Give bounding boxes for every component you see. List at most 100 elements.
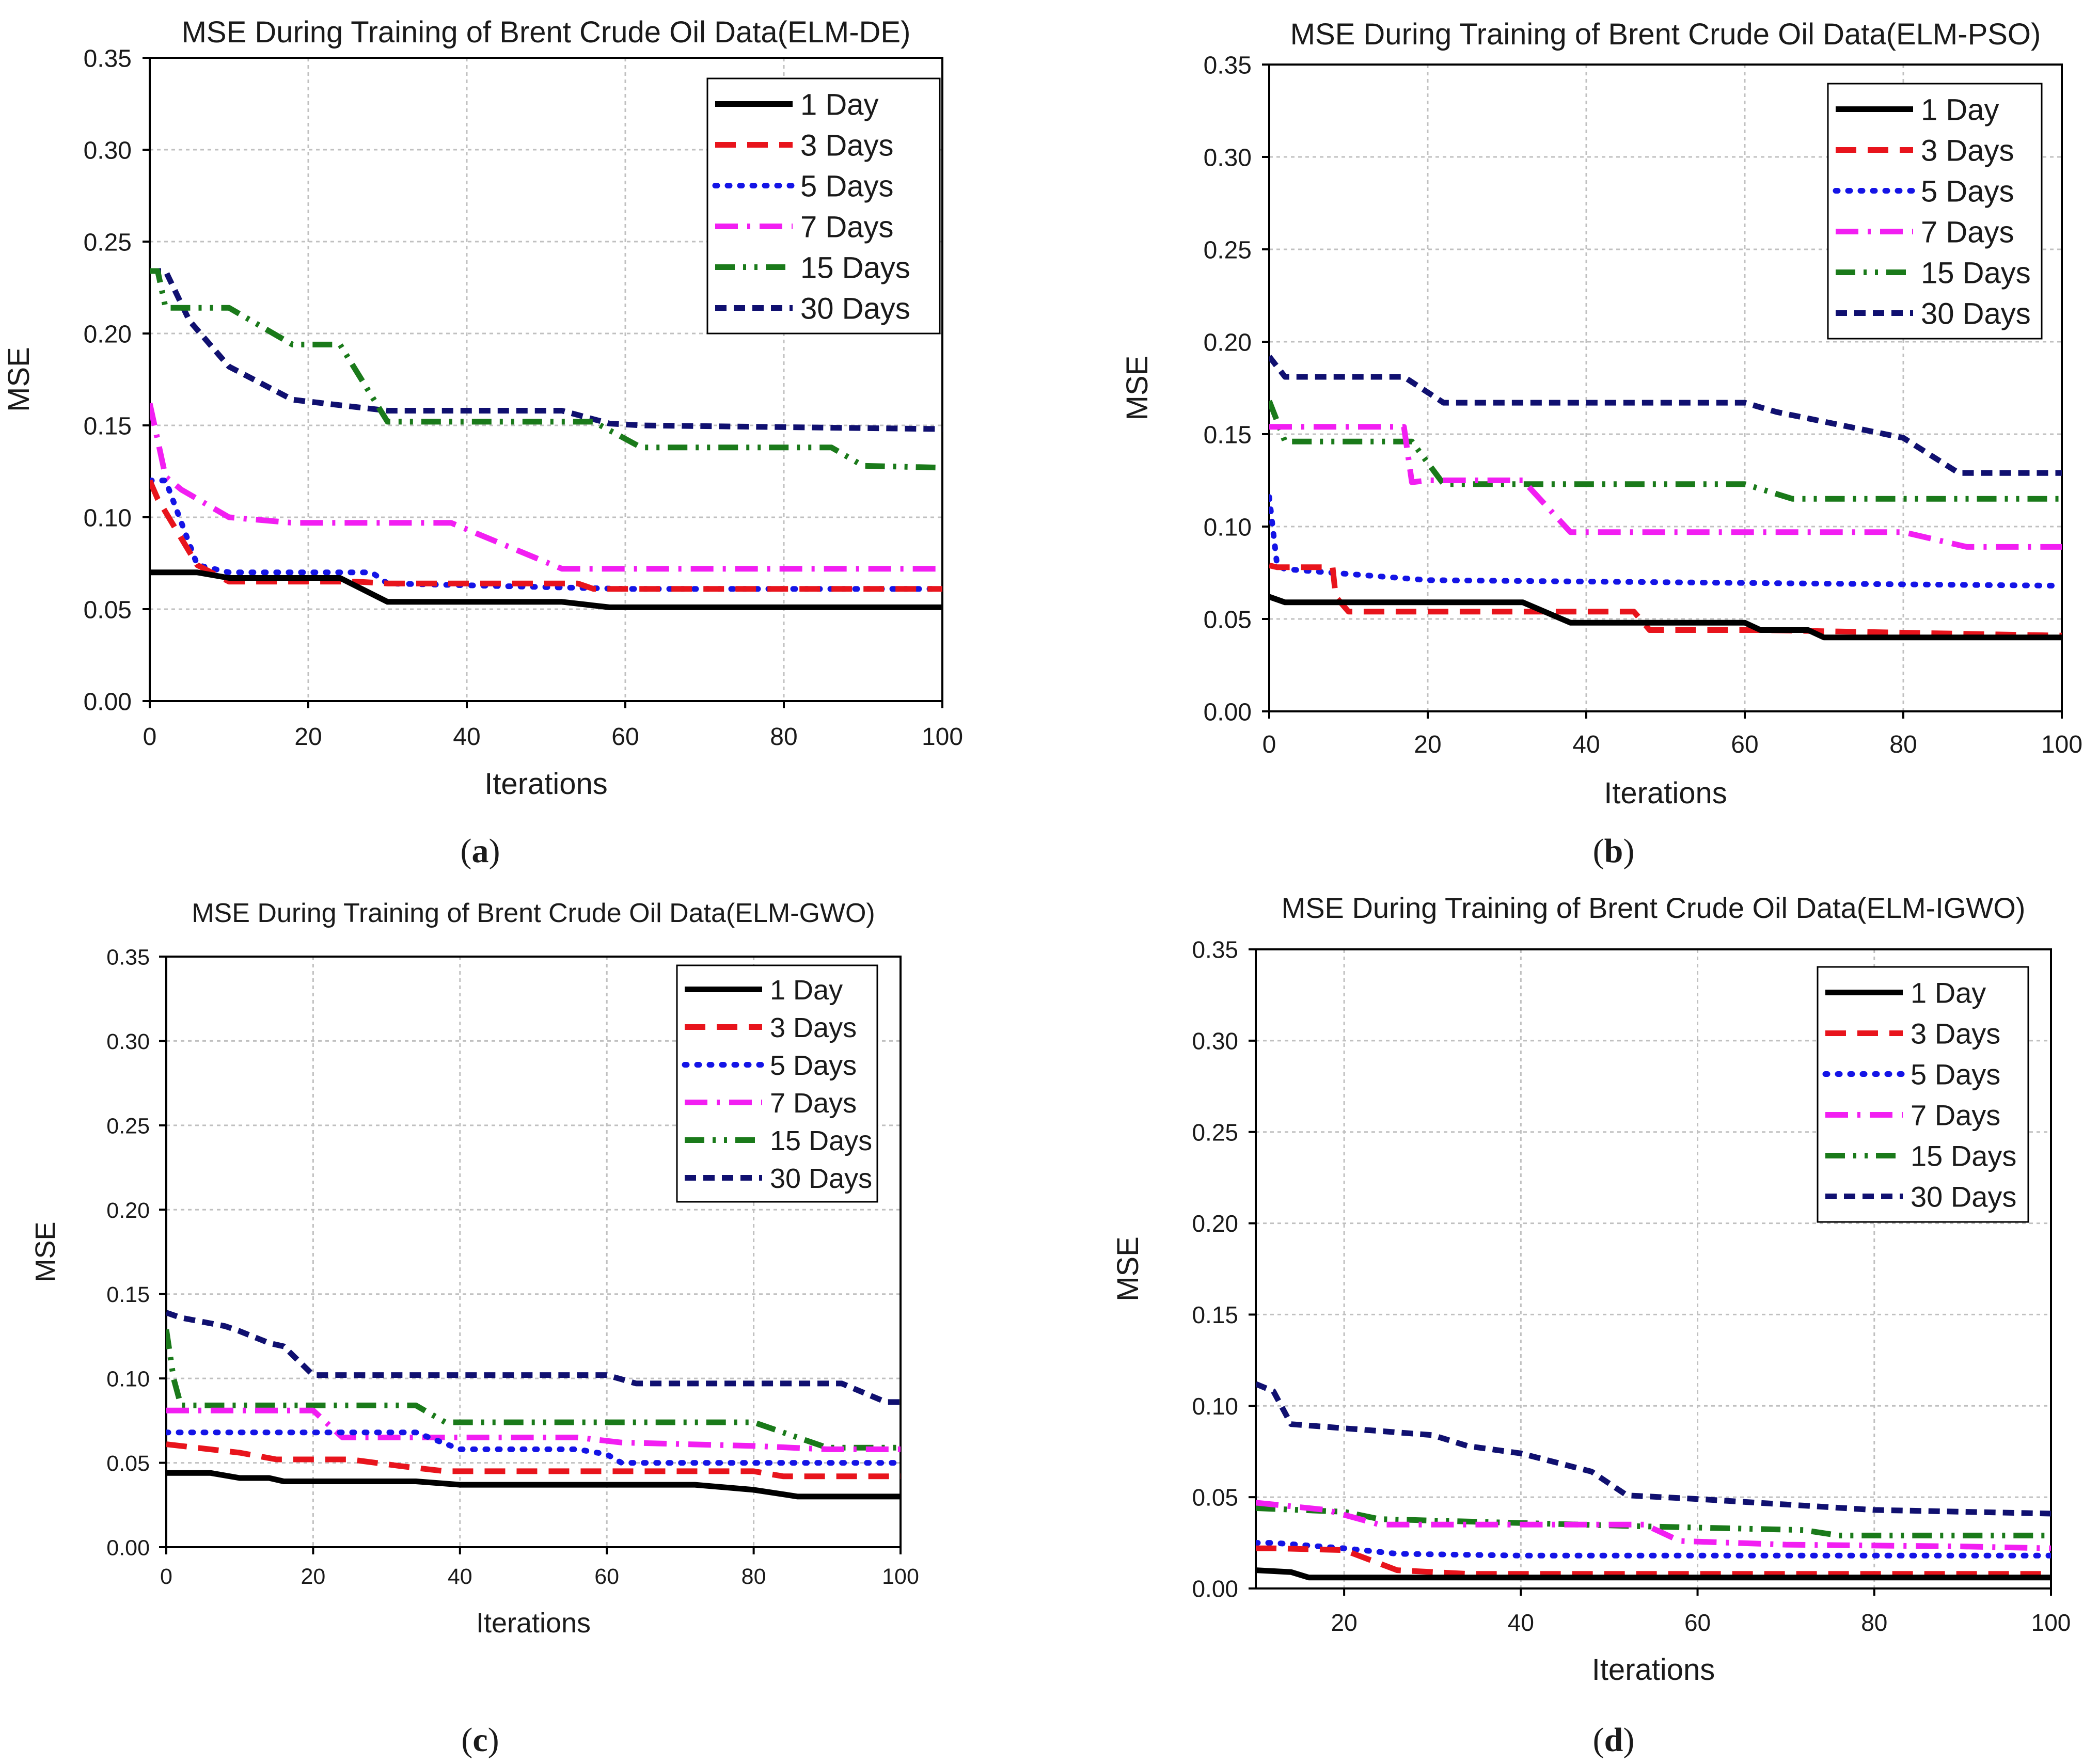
x-tick-label: 40: [1508, 1609, 1534, 1636]
x-tick-label: 80: [741, 1564, 766, 1589]
series-line-5-days: [150, 478, 942, 592]
y-tick-label: 0.05: [106, 1451, 150, 1476]
x-tick-label: 60: [1684, 1609, 1711, 1636]
legend-label: 30 Days: [1921, 297, 2031, 330]
y-tick-label: 0.30: [106, 1029, 150, 1054]
series-line-3-days: [166, 1441, 901, 1480]
x-tick-label: 40: [448, 1564, 472, 1589]
series-line-3-days: [1256, 1545, 2051, 1577]
panel-caption: (b): [1593, 832, 1635, 870]
series-line-7-days: [1256, 1500, 2051, 1551]
series-line-3-days: [150, 479, 942, 592]
x-axis-label: Iterations: [1592, 1653, 1715, 1687]
legend: 1 Day 3 Days 5 Days 7 Days 15 Days 30 Days: [1817, 966, 2029, 1223]
y-axis-label: MSE: [1120, 356, 1154, 421]
legend-label: 30 Days: [1911, 1181, 2016, 1213]
chart-panel-c: 0.00 0.05 0.10 0.15 0.20 0.25 0.30 0.35 0 20 40 60 8…: [30, 898, 919, 1759]
y-tick-label: 0.15: [1204, 421, 1252, 449]
x-tick-label: 0: [1262, 731, 1276, 758]
y-tick-label: 0.05: [84, 596, 132, 624]
y-tick-label: 0.35: [84, 45, 132, 72]
series-line-15-days: [1269, 400, 2062, 502]
legend-label: 5 Days: [1911, 1058, 2000, 1091]
x-tick-label: 100: [922, 723, 963, 751]
legend-label: 15 Days: [1921, 256, 2031, 290]
legend-label: 1 Day: [770, 975, 843, 1006]
y-tick-label: 0.00: [1204, 698, 1252, 726]
x-tick-label: 40: [1572, 731, 1600, 758]
legend-label: 3 Days: [1921, 134, 2014, 167]
y-tick-label: 0.00: [84, 688, 132, 716]
y-tick-label: 0.10: [1192, 1393, 1238, 1420]
legend: 1 Day 3 Days 5 Days 7 Days 15 Days 30 Days: [1827, 83, 2043, 340]
y-tick-label: 0.25: [1204, 236, 1252, 264]
y-tick-label: 0.15: [84, 412, 132, 440]
x-axis-label: Iterations: [1604, 776, 1727, 810]
legend-box: [706, 77, 941, 335]
x-tick-label: 100: [882, 1564, 919, 1589]
y-tick-label: 0.20: [1204, 329, 1252, 356]
x-tick-label: 100: [2041, 731, 2082, 758]
plot-frame: [1268, 63, 2063, 712]
legend-label: 5 Days: [800, 169, 894, 203]
chart-panel-a: 0.00 0.05 0.10 0.15 0.20 0.25 0.30 0.35 0 20 40 60 8…: [2, 15, 963, 870]
x-tick-label: 20: [294, 723, 322, 751]
legend-label: 1 Day: [1921, 93, 1999, 126]
plot-frame: [165, 956, 902, 1548]
x-tick-label: 60: [611, 723, 639, 751]
legend-label: 3 Days: [770, 1012, 857, 1043]
y-tick-label: 0.00: [1192, 1576, 1238, 1602]
series-line-7-days: [1269, 424, 2062, 550]
x-tick-label: 80: [770, 723, 797, 751]
y-tick-label: 0.20: [84, 321, 132, 348]
legend-label: 3 Days: [800, 129, 894, 162]
x-tick-label: 80: [1889, 731, 1917, 758]
y-axis-label: MSE: [1111, 1236, 1145, 1301]
series-line-1-day: [166, 1470, 901, 1500]
legend-box: [1817, 966, 2029, 1223]
x-tick-label: 60: [594, 1564, 619, 1589]
series-line-5-days: [1269, 494, 2062, 589]
plot-frame: [149, 57, 943, 702]
legend-label: 1 Day: [800, 88, 879, 121]
series-line-15-days: [150, 268, 942, 471]
y-tick-label: 0.15: [106, 1282, 150, 1307]
y-tick-label: 0.35: [106, 945, 150, 970]
x-tick-label: 0: [160, 1564, 172, 1589]
x-tick-label: 60: [1731, 731, 1758, 758]
plot-frame: [1255, 948, 2052, 1590]
legend-label: 5 Days: [770, 1050, 857, 1081]
panel-caption: (d): [1593, 1721, 1635, 1759]
legend-label: 7 Days: [1911, 1099, 2000, 1132]
legend: 1 Day 3 Days 5 Days 7 Days 15 Days 30 Days: [706, 77, 941, 335]
legend: 1 Day 3 Days 5 Days 7 Days 15 Days 30 Days: [676, 964, 878, 1203]
x-tick-label: 80: [1861, 1609, 1887, 1636]
series-line-5-days: [1256, 1540, 2051, 1559]
series-line-30-days: [166, 1310, 901, 1405]
x-tick-label: 100: [2031, 1609, 2071, 1636]
y-tick-label: 0.35: [1204, 52, 1252, 79]
y-tick-label: 0.10: [106, 1367, 150, 1392]
series-line-1-day: [1269, 594, 2062, 641]
legend-box: [676, 964, 878, 1203]
chart-title: MSE During Training of Brent Crude Oil D…: [1282, 892, 2026, 924]
x-tick-label: 20: [1414, 731, 1441, 758]
series-line-1-day: [150, 569, 942, 610]
legend-label: 15 Days: [770, 1125, 872, 1156]
legend-label: 1 Day: [1911, 977, 1986, 1009]
chart-title: MSE During Training of Brent Crude Oil D…: [1290, 18, 2041, 51]
chart-title: MSE During Training of Brent Crude Oil D…: [182, 15, 911, 49]
y-tick-label: 0.30: [1192, 1027, 1238, 1054]
y-tick-label: 0.30: [84, 137, 132, 164]
legend-label: 15 Days: [1911, 1140, 2016, 1172]
y-tick-label: 0.25: [1192, 1119, 1238, 1146]
legend-label: 30 Days: [770, 1163, 872, 1194]
x-tick-label: 20: [301, 1564, 325, 1589]
series-line-15-days: [166, 1329, 901, 1451]
legend-label: 5 Days: [1921, 174, 2014, 208]
series-line-3-days: [1269, 562, 2062, 639]
y-tick-label: 0.20: [106, 1198, 150, 1223]
series-line-30-days: [1256, 1381, 2051, 1517]
y-tick-label: 0.20: [1192, 1210, 1238, 1237]
